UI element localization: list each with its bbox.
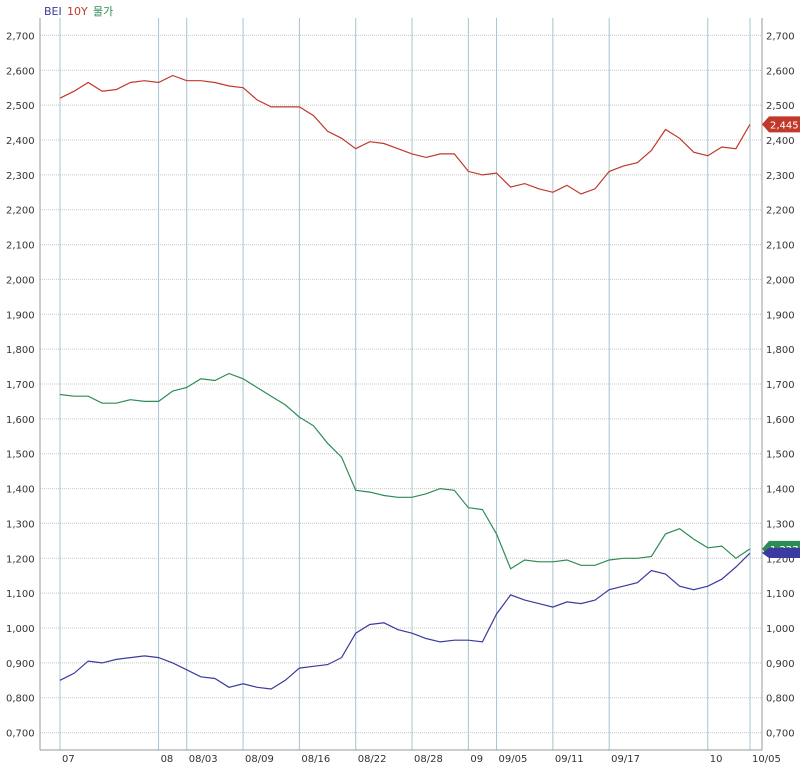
legend-price: 물가 <box>93 5 113 18</box>
horizontal-gridlines <box>40 34 762 734</box>
y-tick-label-left: 2,200 <box>6 206 35 217</box>
y-tick-label-right: 0,800 <box>766 694 795 705</box>
series-line-bei <box>59 552 751 690</box>
y-tick-label-left: 0,700 <box>6 729 35 740</box>
y-tick-label-right: 1,900 <box>766 310 795 321</box>
y-tick-label-right: 2,000 <box>766 275 795 286</box>
y-tick-label-right: 1,800 <box>766 345 795 356</box>
y-tick-label-left: 1,100 <box>6 589 35 600</box>
x-tick-label: 08/16 <box>301 754 330 763</box>
y-tick-label-left: 1,600 <box>6 415 35 426</box>
y-tick-label-right: 2,700 <box>766 31 795 42</box>
series-layer <box>59 74 751 690</box>
y-tick-label-right: 0,900 <box>766 659 795 670</box>
y-tick-label-left: 1,700 <box>6 380 35 391</box>
x-tick-label: 09 <box>470 754 483 763</box>
x-tick-label: 09/05 <box>499 754 528 763</box>
y-axis-left: 0,700 0,800 0,900 1,000 1,100 1,200 1,300 1,400… <box>6 31 35 739</box>
last-value-marker-bei <box>762 548 800 559</box>
y-tick-label-right: 1,700 <box>766 380 795 391</box>
y-tick-label-left: 1,800 <box>6 345 35 356</box>
y-tick-label-left: 2,700 <box>6 31 35 42</box>
x-tick-label: 10 <box>710 754 723 763</box>
y-tick-label-left: 2,400 <box>6 136 35 147</box>
badge-shape <box>762 116 800 133</box>
plot-frame <box>39 18 763 751</box>
y-tick-label-left: 2,100 <box>6 241 35 252</box>
y-tick-label-left: 2,300 <box>6 171 35 182</box>
y-tick-label-right: 1,100 <box>766 589 795 600</box>
last-value-badge-10y: 2,445 <box>762 116 800 133</box>
y-tick-label-left: 0,800 <box>6 694 35 705</box>
y-tick-label-right: 1,400 <box>766 485 795 496</box>
series-line-10y <box>59 74 751 195</box>
y-tick-label-right: 2,600 <box>766 66 795 77</box>
last-value-badges: 2,4451,227 <box>762 116 800 559</box>
vertical-gridlines <box>59 18 751 750</box>
x-tick-label: 09/17 <box>611 754 640 763</box>
badge-label: 2,445 <box>770 120 799 131</box>
x-tick-label: 08 <box>161 754 174 763</box>
y-tick-label-left: 2,500 <box>6 101 35 112</box>
x-tick-label: 08/09 <box>245 754 274 763</box>
y-tick-label-right: 2,400 <box>766 136 795 147</box>
x-tick-label: 08/22 <box>358 754 387 763</box>
y-tick-label-left: 1,400 <box>6 485 35 496</box>
y-tick-label-right: 2,200 <box>766 206 795 217</box>
y-tick-label-right: 1,300 <box>766 519 795 530</box>
y-tick-label-left: 1,900 <box>6 310 35 321</box>
y-tick-label-right: 2,300 <box>766 171 795 182</box>
y-tick-label-right: 1,000 <box>766 624 795 635</box>
x-axis: 07 08 08/03 08/09 08/16 08/22 08/28 09 09/05 09/1… <box>62 754 781 763</box>
y-tick-label-right: 2,100 <box>766 241 795 252</box>
y-tick-label-right: 1,500 <box>766 450 795 461</box>
legend-bei: BEI <box>44 5 62 18</box>
y-tick-label-left: 2,000 <box>6 275 35 286</box>
y-tick-label-left: 1,500 <box>6 450 35 461</box>
y-tick-label-right: 1,600 <box>766 415 795 426</box>
x-tick-label: 08/28 <box>414 754 443 763</box>
y-tick-label-left: 1,200 <box>6 554 35 565</box>
series-line-price <box>59 372 751 570</box>
x-tick-label: 10/05 <box>752 754 781 763</box>
y-tick-label-left: 1,300 <box>6 519 35 530</box>
x-tick-label: 09/11 <box>555 754 584 763</box>
legend-10y: 10Y <box>67 5 88 18</box>
x-tick-label: 07 <box>62 754 75 763</box>
legend: BEI 10Y 물가 <box>44 5 113 18</box>
y-tick-label-right: 0,700 <box>766 729 795 740</box>
y-axis-right: 0,700 0,800 0,900 1,000 1,100 1,200 1,300 1,400… <box>766 31 795 739</box>
x-tick-label: 08/03 <box>189 754 218 763</box>
y-tick-label-right: 2,500 <box>766 101 795 112</box>
y-tick-label-left: 1,000 <box>6 624 35 635</box>
y-tick-label-left: 2,600 <box>6 66 35 77</box>
y-tick-label-right: 1,200 <box>766 554 795 565</box>
y-tick-label-left: 0,900 <box>6 659 35 670</box>
